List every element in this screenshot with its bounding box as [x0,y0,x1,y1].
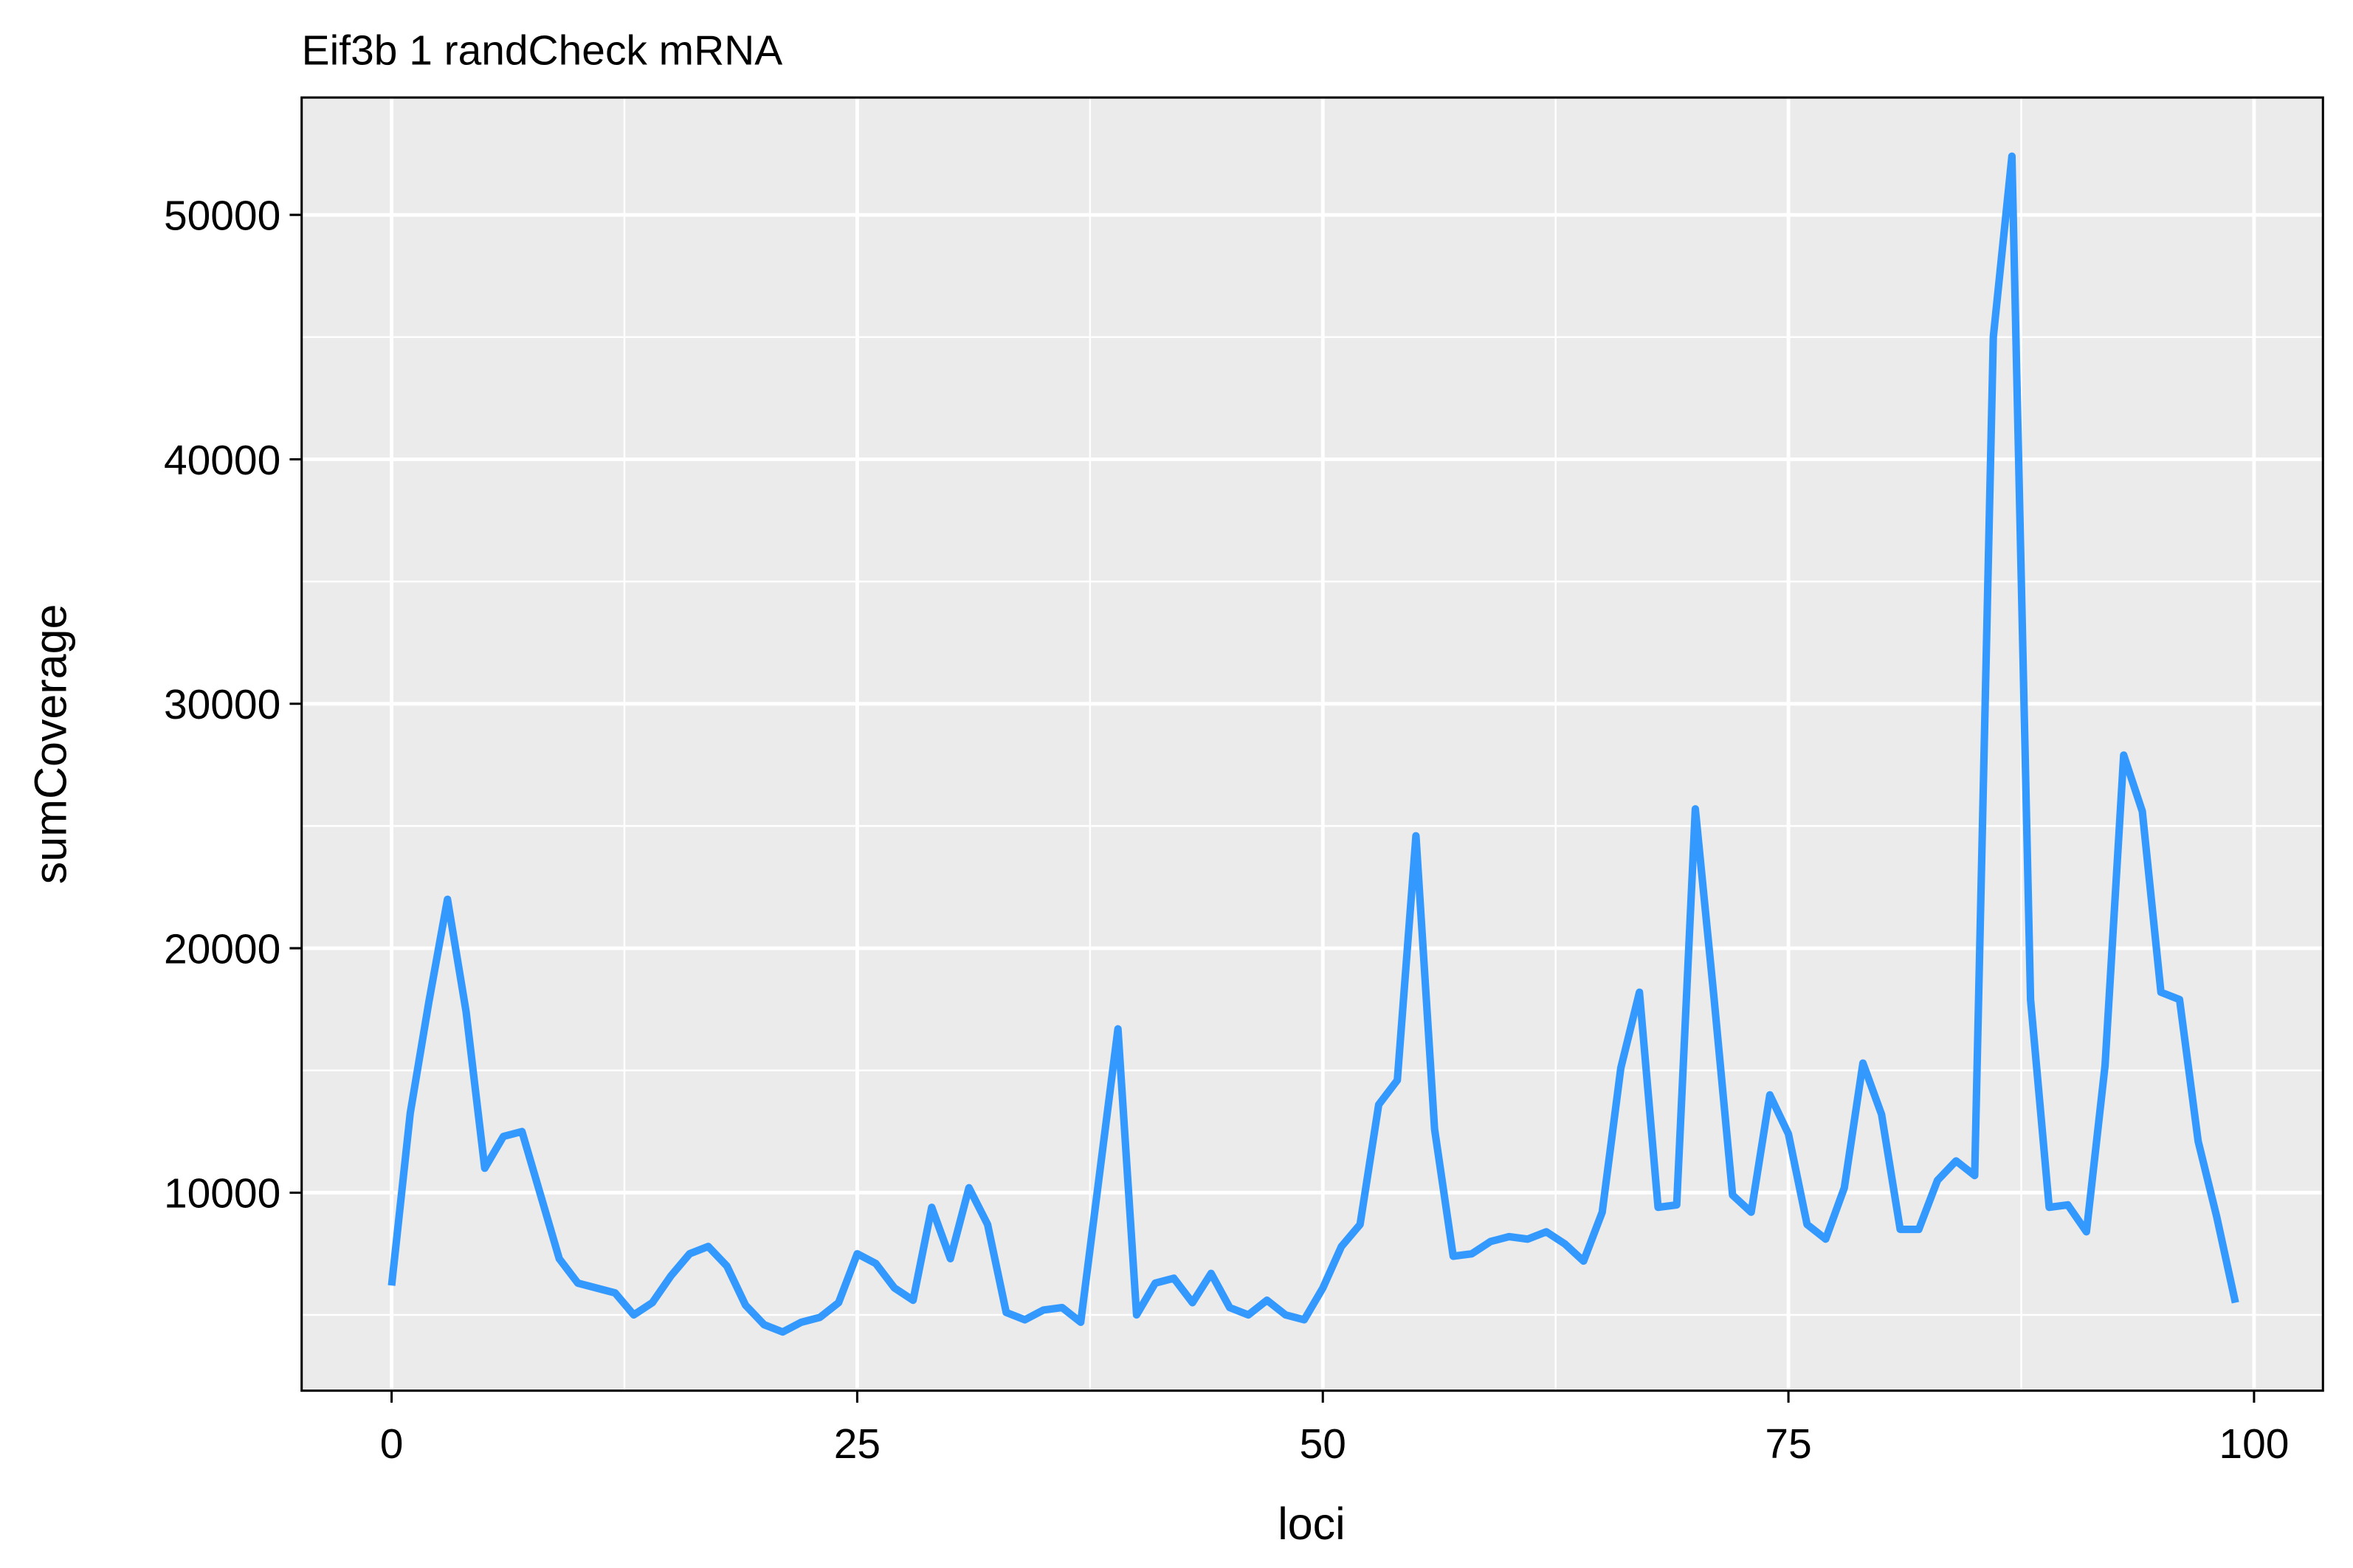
x-tick-label: 25 [834,1420,881,1468]
x-axis-label: loci [1278,1499,1346,1549]
y-tick-label: 10000 [164,1170,280,1218]
x-tick-label: 50 [1300,1420,1346,1468]
x-tick-label: 0 [380,1420,404,1468]
data-line [387,152,2239,1336]
y-tick-label: 20000 [164,925,280,973]
chart-title: Eif3b 1 randCheck mRNA [302,27,783,74]
y-tick-label: 40000 [164,437,280,484]
x-tick-label: 100 [2219,1420,2289,1468]
plot-border [300,96,2324,1392]
plot-panel [301,97,2323,1391]
y-axis-label: sumCoverage [26,604,76,885]
y-tick-label: 50000 [164,193,280,240]
x-tick-label: 75 [1765,1420,1811,1468]
y-tick-label: 30000 [164,681,280,728]
